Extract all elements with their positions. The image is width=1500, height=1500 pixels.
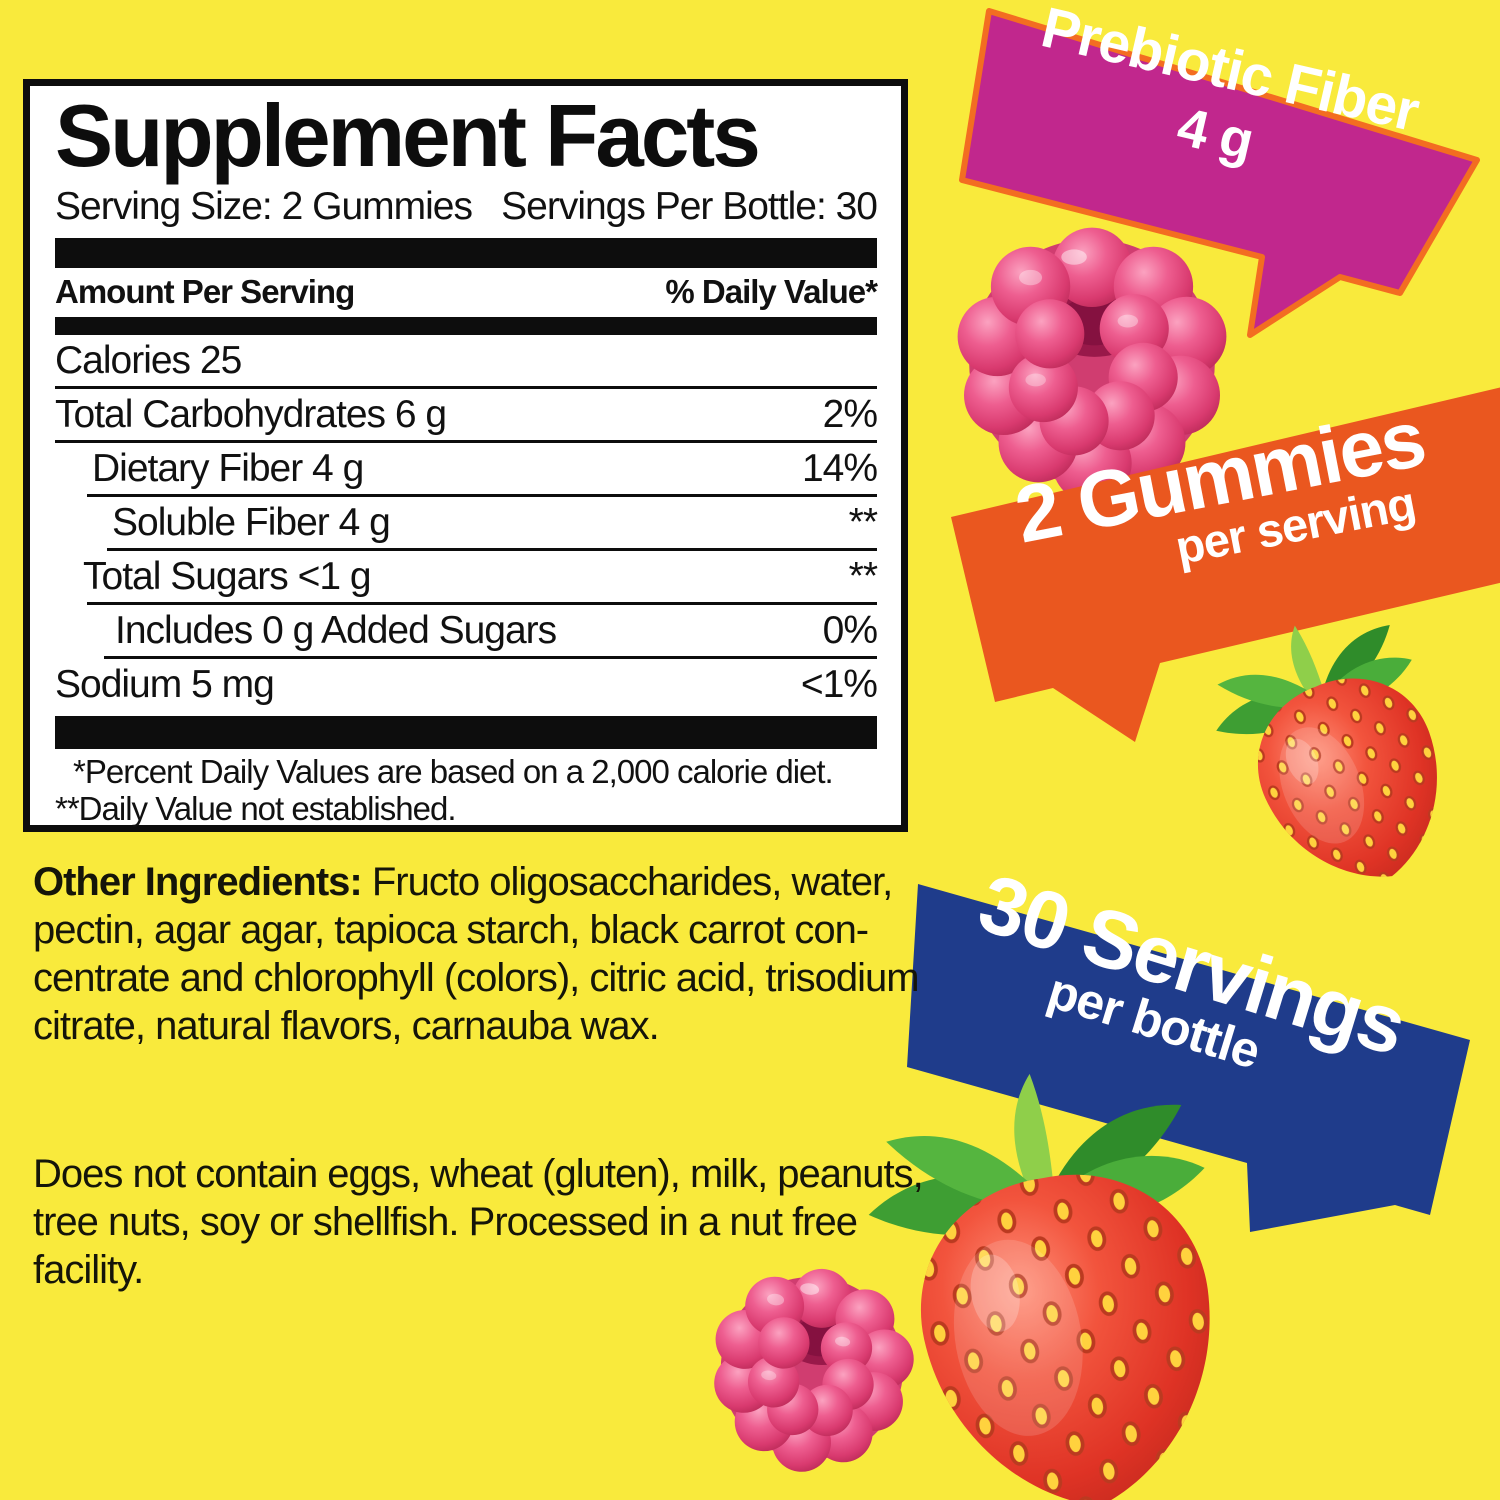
divider-bar-bottom bbox=[55, 716, 877, 749]
row-value: <1% bbox=[800, 663, 878, 706]
other-ingredients-text: Fructo oligosaccharides, water, pectin, … bbox=[33, 860, 920, 1048]
amount-per-serving-header: Amount Per Serving bbox=[55, 273, 355, 310]
row-value: ** bbox=[848, 555, 878, 598]
serving-size: Serving Size: 2 Gummies bbox=[55, 185, 473, 228]
row-label: Total Carbohydrates 6 g bbox=[55, 393, 447, 436]
row-value: 2% bbox=[822, 393, 878, 436]
footnote-daily-values: *Percent Daily Values are based on a 2,0… bbox=[73, 753, 834, 790]
row-label: Sodium 5 mg bbox=[55, 663, 275, 706]
row-label: Dietary Fiber 4 g bbox=[92, 447, 364, 490]
gummies-bubble bbox=[951, 387, 1500, 742]
daily-value-header: % Daily Value* bbox=[665, 273, 878, 310]
row-value: 14% bbox=[801, 447, 878, 490]
supplement-facts-panel: Supplement Facts Serving Size: 2 Gummies… bbox=[23, 79, 908, 832]
row-divider bbox=[107, 548, 877, 551]
allergen-statement: Does not contain eggs, wheat (gluten), m… bbox=[33, 1152, 924, 1292]
divider-bar-thick bbox=[55, 238, 877, 268]
row-label: Soluble Fiber 4 g bbox=[112, 501, 391, 544]
table-row: Calories 25 bbox=[55, 335, 877, 386]
table-row: Includes 0 g Added Sugars 0% bbox=[55, 605, 878, 656]
table-row: Total Carbohydrates 6 g 2% bbox=[55, 389, 878, 440]
prebiotic-bubble bbox=[959, 8, 1480, 338]
row-divider bbox=[104, 656, 877, 659]
row-divider bbox=[55, 386, 877, 389]
servings-per-bottle: Servings Per Bottle: 30 bbox=[501, 185, 878, 228]
other-ingredients-label: Other Ingredients: bbox=[33, 860, 363, 904]
table-row: Sodium 5 mg <1% bbox=[55, 659, 878, 710]
table-row: Dietary Fiber 4 g 14% bbox=[55, 443, 878, 494]
row-label: Includes 0 g Added Sugars bbox=[115, 609, 557, 652]
row-label: Total Sugars <1 g bbox=[83, 555, 372, 598]
row-value: ** bbox=[848, 501, 878, 544]
nutrition-rows: Calories 25 Total Carbohydrates 6 g 2% D… bbox=[55, 335, 878, 710]
panel-title: Supplement Facts bbox=[55, 86, 761, 185]
table-row: Total Sugars <1 g ** bbox=[55, 551, 878, 602]
row-divider bbox=[55, 440, 877, 443]
row-label: Calories 25 bbox=[55, 339, 242, 382]
other-ingredients-paragraph: Other Ingredients: Fructo oligosaccharid… bbox=[33, 858, 923, 1050]
divider-bar-mid bbox=[55, 317, 877, 335]
footnote-dv-not-established: **Daily Value not established. bbox=[55, 790, 456, 827]
servings-bubble bbox=[907, 884, 1470, 1232]
row-divider bbox=[87, 494, 877, 497]
row-value: 0% bbox=[822, 609, 878, 652]
table-row: Soluble Fiber 4 g ** bbox=[55, 497, 878, 548]
row-divider bbox=[87, 602, 877, 605]
footnotes: *Percent Daily Values are based on a 2,0… bbox=[55, 753, 877, 827]
